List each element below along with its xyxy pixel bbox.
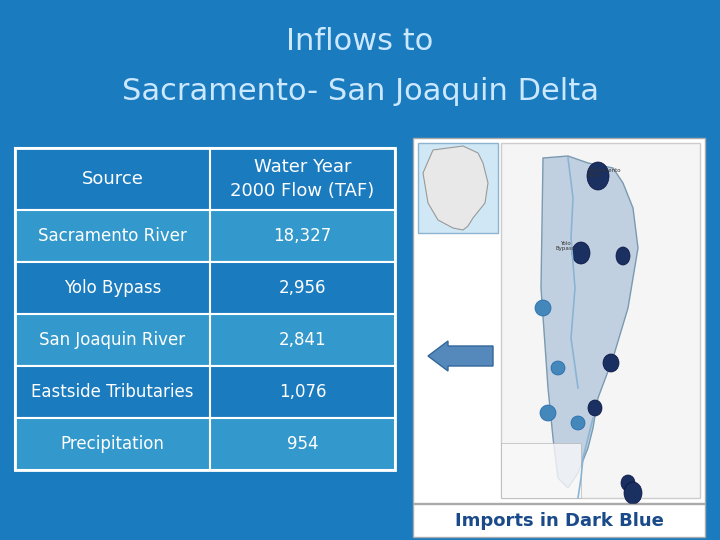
Circle shape [571,416,585,430]
Ellipse shape [624,482,642,504]
Ellipse shape [572,242,590,264]
Ellipse shape [603,354,619,372]
Bar [15,148,395,470]
Bar [15,210,395,262]
Bar [418,143,498,233]
Ellipse shape [616,247,630,265]
Bar [15,418,395,470]
FancyArrow shape [428,341,493,371]
Text: Sacramento River: Sacramento River [38,227,187,245]
Text: 18,327: 18,327 [274,227,332,245]
Circle shape [535,300,551,316]
Circle shape [540,405,556,421]
Text: Precipitation: Precipitation [60,435,164,453]
Text: Water Year
2000 Flow (TAF): Water Year 2000 Flow (TAF) [230,158,374,200]
Text: Inflows to: Inflows to [287,28,433,57]
Text: Sacramento- San Joaquin Delta: Sacramento- San Joaquin Delta [122,78,598,106]
Text: Eastside Tributaries: Eastside Tributaries [31,383,194,401]
Bar [15,262,395,314]
Text: 954: 954 [287,435,318,453]
Bar [15,314,395,366]
Bar [413,138,705,503]
Polygon shape [541,156,638,488]
Ellipse shape [588,400,602,416]
Text: San Joaquin River: San Joaquin River [40,331,186,349]
Text: 1,076: 1,076 [279,383,326,401]
Bar [501,443,581,498]
Text: Imports in Dark Blue: Imports in Dark Blue [454,511,663,530]
Circle shape [551,361,565,375]
Bar [15,366,395,418]
Ellipse shape [621,475,635,491]
Text: Sacramento
River: Sacramento River [588,167,621,178]
Bar [413,504,705,537]
Text: Yolo
Bypass: Yolo Bypass [555,241,575,252]
Polygon shape [423,146,488,230]
Text: 2,841: 2,841 [279,331,326,349]
Bar [15,148,395,210]
Text: 2,956: 2,956 [279,279,326,297]
Text: Yolo Bypass: Yolo Bypass [64,279,161,297]
Text: Source: Source [81,170,143,188]
Ellipse shape [587,162,609,190]
Bar [501,143,700,498]
